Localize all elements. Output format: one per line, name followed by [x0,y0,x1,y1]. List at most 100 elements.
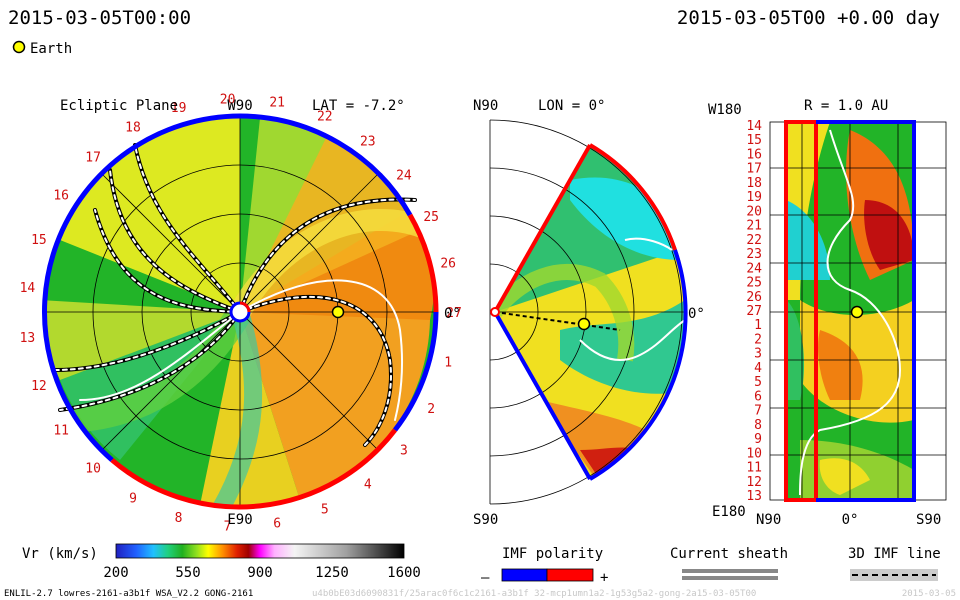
carrington-tick-19: 19 [171,101,187,116]
colorbar-tick-labels: 200 550 900 1250 1600 [103,565,421,581]
ecliptic-boundary-negative-right [393,311,439,432]
carrington-tick-17: 17 [85,150,101,165]
colorbar-tick-1600: 1600 [387,565,421,581]
carrington-tick-2: 2 [427,402,435,417]
ecliptic-right-label: 0° [444,306,461,322]
radial-earth-icon [850,305,864,319]
radial-tick-17: 17 [746,162,762,177]
carrington-tick-22: 22 [317,110,333,125]
ecliptic-top-label: W90 [227,98,252,114]
imf-3d-legend: 3D IMF line [848,546,941,581]
imf-positive-swatch [546,568,594,582]
radial-tick-20: 20 [746,204,762,219]
radial-x-label-s90: S90 [916,512,941,528]
carrington-tick-9: 9 [129,491,137,506]
left-timestamp: 2015-03-05T00:00 [8,7,191,29]
radial-tick-11: 11 [746,461,762,476]
ecliptic-bottom-label: E90 [227,512,252,528]
radial-tick-21: 21 [746,219,762,234]
radial-tick-14: 14 [746,119,762,134]
radial-tick-25: 25 [746,276,762,291]
imf-plus-label: + [600,570,608,586]
colorbar: Vr (km/s) 200 550 900 1250 1600 [22,543,421,581]
carrington-tick-4: 4 [364,478,372,493]
earth-marker-icon [331,305,345,319]
radial-tick-24: 24 [746,261,762,276]
radial-panel: 1415161718192021222324252627123456789101… [708,98,947,528]
radial-tick-23: 23 [746,247,762,262]
radial-tick-16: 16 [746,148,762,163]
radial-boundary-negative [816,120,916,502]
radial-tick-26: 26 [746,290,762,305]
radial-bottom-left-label: E180 [712,504,746,520]
imf-polarity-legend: IMF polarity – + [481,546,608,586]
imf-negative-swatch [501,568,548,582]
meridional-boundary-positive-north [493,144,592,313]
meridional-boundary-arc-negative [588,249,688,481]
ecliptic-latitude: LAT = -7.2° [312,98,405,114]
radial-tick-22: 22 [746,233,762,248]
radial-tick-18: 18 [746,176,762,191]
ecliptic-boundary-positive [407,213,439,313]
colorbar-gradient [115,543,405,559]
colorbar-tick-1250: 1250 [315,565,349,581]
carrington-tick-20: 20 [220,92,236,107]
radial-x-label-n90: N90 [756,512,781,528]
meridional-bottom-label: S90 [473,512,498,528]
earth-legend-label: Earth [30,41,72,57]
meridional-grid [489,119,684,505]
radial-tick-4: 4 [754,361,762,376]
carrington-tick-1: 1 [444,355,452,370]
imf-polarity-title: IMF polarity [502,546,603,562]
carrington-tick-3: 3 [400,444,408,459]
meridional-top-label: N90 [473,98,498,114]
ecliptic-boundary-negative-east [239,113,413,217]
radial-tick-13: 13 [746,489,762,504]
radial-tick-10: 10 [746,446,762,461]
footer-run-date: 2015-03-05 [902,589,956,599]
meridional-imf-line [494,311,621,331]
right-timestamp: 2015-03-05T00 +0.00 day [677,7,940,29]
meridional-right-label: 0° [688,306,705,322]
carrington-tick-13: 13 [20,331,36,346]
radial-tick-3: 3 [754,347,762,362]
meridional-title: LON = 0° [538,98,605,114]
carrington-tick-8: 8 [175,511,183,526]
carrington-tick-7: 7 [224,520,232,535]
radial-tick-1: 1 [754,318,762,333]
meridional-panel: N90 LON = 0° S90 0° [473,98,705,528]
colorbar-label: Vr (km/s) [22,546,98,562]
meridional-white-contour [579,237,686,361]
radial-tick-2: 2 [754,333,762,348]
carrington-tick-14: 14 [20,281,36,296]
carrington-tick-5: 5 [321,503,329,518]
imf-3d-title: 3D IMF line [848,546,941,562]
carrington-tick-11: 11 [53,424,69,439]
colorbar-tick-200: 200 [103,565,128,581]
carrington-tick-21: 21 [269,95,285,110]
radial-tick-27: 27 [746,304,762,319]
radial-tick-7: 7 [754,404,762,419]
radial-tick-15: 15 [746,133,762,148]
radial-y-tick-labels: 1415161718192021222324252627123456789101… [746,119,762,504]
carrington-tick-12: 12 [31,379,47,394]
carrington-tick-26: 26 [440,257,456,272]
earth-legend-icon [12,40,26,54]
current-sheath-title: Current sheath [670,546,788,562]
radial-tick-8: 8 [754,418,762,433]
radial-tick-12: 12 [746,475,762,490]
carrington-tick-23: 23 [360,134,376,149]
radial-tick-9: 9 [754,432,762,447]
footer-run-id: u4b0bE03d6090831f/25arac0f6c1c2161-a3b1f… [312,589,756,599]
carrington-tick-24: 24 [396,168,412,183]
ecliptic-boundary-positive-south [110,428,397,510]
carrington-tick-27: 27 [446,306,462,321]
ecliptic-title: Ecliptic Plane [60,98,178,114]
radial-tick-5: 5 [754,375,762,390]
colorbar-tick-550: 550 [175,565,200,581]
radial-x-label-0: 0° [842,512,859,528]
meridional-earth-icon [577,317,591,331]
